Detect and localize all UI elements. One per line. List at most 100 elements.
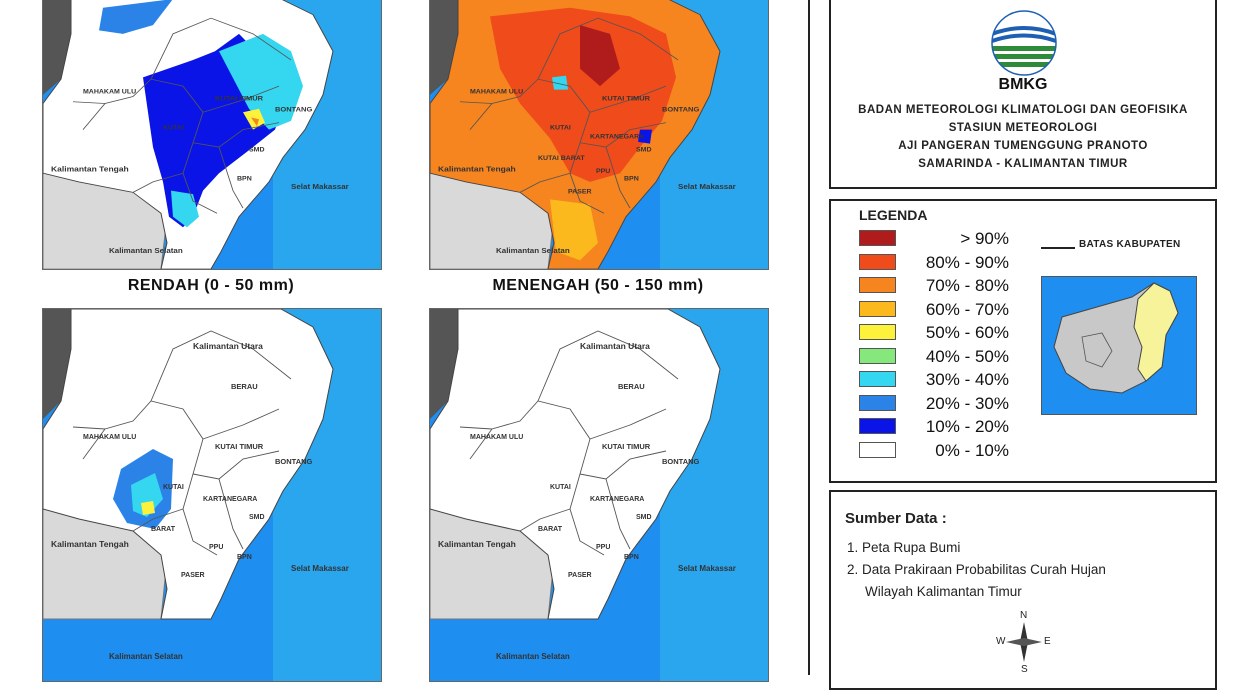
district-boundary xyxy=(192,450,280,480)
district-boundary xyxy=(579,450,667,480)
compass-south: S xyxy=(1021,664,1028,675)
legend-swatch xyxy=(859,441,896,458)
map-label-berau: BERAU xyxy=(618,382,645,391)
source-item: Wilayah Kalimantan Timur xyxy=(865,584,1022,599)
probability-zone xyxy=(490,7,676,182)
land-group xyxy=(43,0,334,269)
district-boundary xyxy=(202,85,280,113)
map-label-kalteng: Kalimantan Tengah xyxy=(51,165,129,173)
legend-box: LEGENDA > 90% 80% - 90% 70% - 80% 60% - 70%… xyxy=(829,199,1217,483)
district-boundary xyxy=(589,408,667,440)
map-label-kutai: KUTAI xyxy=(550,484,571,491)
map-label-ppu: PPU xyxy=(209,544,223,551)
district-boundary xyxy=(569,473,605,556)
map-label-mahakam-ulu: MAHAKAM ULU xyxy=(83,89,136,96)
map-label-kutai-kartanegara: KARTANEGARA xyxy=(590,496,644,503)
source-title: Sumber Data : xyxy=(845,510,947,527)
legend-item: 20% - 30% xyxy=(859,394,1019,414)
probability-zone xyxy=(219,33,303,130)
map-label-kaltara: Kalimantan Utara xyxy=(580,341,650,351)
legend-label: > 90% xyxy=(960,229,1009,248)
district-boundary xyxy=(72,101,106,104)
land-group xyxy=(430,309,721,620)
map-label-kalsel: Kalimantan Selatan xyxy=(109,652,183,661)
legend-label: 50% - 60% xyxy=(925,323,1009,342)
map-label-selat: Selat Makassar xyxy=(291,564,349,573)
compass-icon xyxy=(1006,622,1042,662)
legend-label: 20% - 30% xyxy=(925,393,1009,413)
map-label-bontang: BONTANG xyxy=(662,107,700,114)
map-svg: Kalimantan Utara MAHAKAM ULU KUTAI TIMUR BE… xyxy=(430,309,768,681)
map-label-kalteng: Kalimantan Tengah xyxy=(438,165,516,173)
probability-zone xyxy=(171,190,199,228)
bmkg-logo xyxy=(991,10,1057,76)
district-boundary xyxy=(605,478,631,550)
map-label-paser: PASER xyxy=(181,572,205,579)
institution-box: BMKG BADAN METEOROLOGI KLIMATOLOGI DAN G… xyxy=(829,0,1217,189)
district-boundary xyxy=(569,142,605,214)
legend-item: 80% - 90% xyxy=(859,253,1019,273)
map-label-kalteng: Kalimantan Tengah xyxy=(51,539,129,549)
map-label-selat: Selat Makassar xyxy=(678,564,736,573)
land-group xyxy=(430,0,721,269)
map-label-mahakam-ulu: MAHAKAM ULU xyxy=(83,434,136,441)
probability-zone xyxy=(251,117,259,127)
map-sangat-tinggi: Kalimantan Utara MAHAKAM ULU KUTAI TIMUR BE… xyxy=(429,308,769,682)
district-boundary xyxy=(589,85,667,113)
district-boundary xyxy=(72,426,106,430)
map-label-kutai-kartanegara: KARTANEGARA xyxy=(203,496,257,503)
legend-item: 10% - 20% xyxy=(859,417,1019,437)
map-label-smd: SMD xyxy=(636,147,652,154)
map-label-kaltara: Kalimantan Utara xyxy=(193,341,263,351)
legend-title: LEGENDA xyxy=(859,207,928,223)
legend-label: 10% - 20% xyxy=(925,417,1009,436)
probability-fill xyxy=(99,0,303,228)
district-boundary xyxy=(192,122,280,148)
map-svg: Kalimantan Utara MAHAKAM ULU KUTAI TIMUR BE… xyxy=(43,309,381,681)
divider-line xyxy=(808,0,810,675)
map-label-kutai: KUTAI xyxy=(550,125,571,132)
map-label-kalsel: Kalimantan Selatan xyxy=(109,247,183,255)
district-boundary xyxy=(182,473,218,556)
map-label-kutai-kartanegara: KARTANEGARA xyxy=(590,134,644,141)
map-label-selat: Selat Makassar xyxy=(678,183,736,191)
compass-north: N xyxy=(1020,610,1028,621)
boundary-label: BATAS KABUPATEN xyxy=(1079,239,1181,250)
legend-swatch xyxy=(859,300,896,317)
legend-swatch xyxy=(859,418,896,434)
district-boundary xyxy=(459,426,493,430)
map-label-smd: SMD xyxy=(636,514,652,521)
map-label-kalteng: Kalimantan Tengah xyxy=(438,539,516,549)
probability-zone xyxy=(131,473,163,517)
map-title-menengah: MENENGAH (50 - 150 mm) xyxy=(492,277,704,294)
legend-swatch xyxy=(859,324,896,340)
district-boundary xyxy=(132,508,184,532)
compass-rose: N S W E xyxy=(996,610,1052,675)
institution-line: SAMARINDA - KALIMANTAN TIMUR xyxy=(918,158,1128,170)
source-item: 1. Peta Rupa Bumi xyxy=(847,540,961,555)
province-region xyxy=(43,309,334,620)
map-label-kutai-timur: KUTAI TIMUR xyxy=(602,96,650,103)
district-boundary xyxy=(182,142,218,214)
district-boundary xyxy=(579,122,667,148)
legend-item: 50% - 60% xyxy=(859,323,1019,343)
probability-zone xyxy=(552,75,568,90)
district-boundary xyxy=(537,330,679,402)
probability-zone xyxy=(550,199,598,261)
map-label-kalsel: Kalimantan Selatan xyxy=(496,652,570,661)
district-boundary xyxy=(519,508,571,532)
map-label-bpn: BPN xyxy=(237,554,252,561)
district-boundary xyxy=(519,172,571,193)
legend-label: 30% - 40% xyxy=(925,370,1009,389)
district-boundary xyxy=(605,146,631,209)
source-item: 2. Data Prakiraan Probabilitas Curah Huj… xyxy=(847,562,1106,577)
map-label-bpn: BPN xyxy=(624,554,639,561)
compass-west: W xyxy=(996,636,1006,647)
map-label-smd: SMD xyxy=(249,147,265,154)
district-boundary xyxy=(150,17,292,80)
district-boundary xyxy=(132,172,184,193)
map-svg: MAHAKAM ULU KUTAI TIMUR BONTANG KUTAI KUTAI … xyxy=(430,0,768,269)
map-title-rendah: RENDAH (0 - 50 mm) xyxy=(127,277,295,294)
map-label-smd: SMD xyxy=(249,514,265,521)
map-label-bontang: BONTANG xyxy=(275,107,313,114)
